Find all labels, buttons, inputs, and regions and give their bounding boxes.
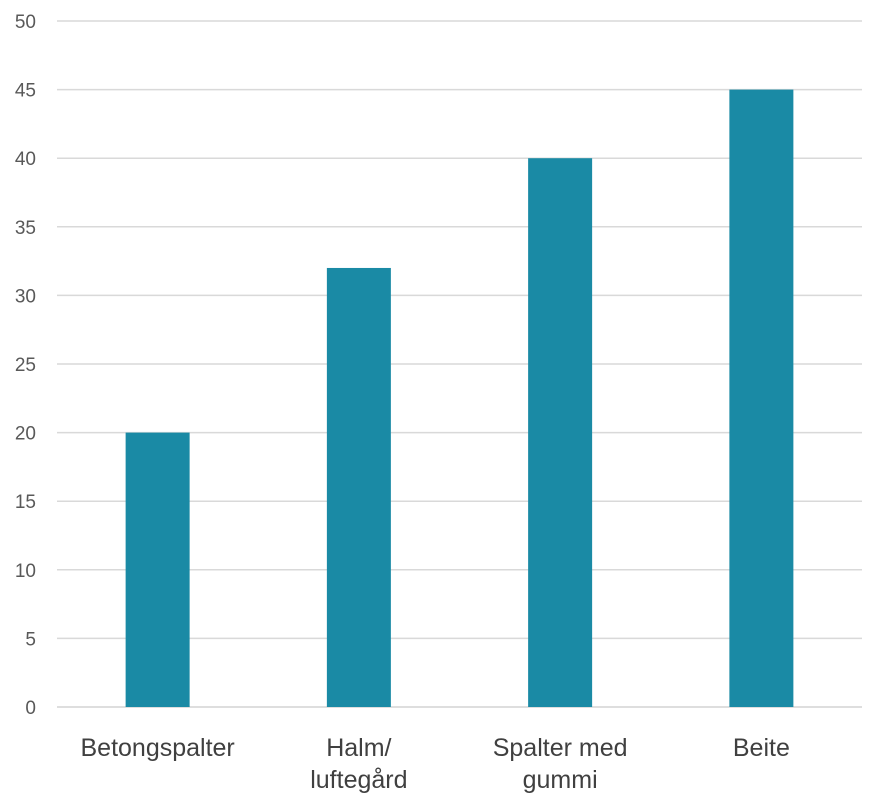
x-axis-ticks: Betongspalter Halm/luftegård Spalter med gu… xyxy=(80,734,789,794)
bar-0 xyxy=(125,432,190,707)
y-tick-label: 15 xyxy=(15,492,36,513)
y-tick-label: 5 xyxy=(25,629,36,650)
y-tick-label: 35 xyxy=(15,218,36,239)
x-tick-label-line: gummi xyxy=(523,766,598,794)
y-tick-label: 45 xyxy=(15,81,36,102)
x-tick-label: Halm/luftegård xyxy=(310,734,407,794)
x-tick-label: Spalter med gummi xyxy=(493,734,628,794)
x-tick-label: Beite xyxy=(733,734,790,762)
bar-1 xyxy=(326,267,391,707)
x-tick-label-line: Betongspalter xyxy=(80,734,234,762)
y-axis-ticks: 0 5 10 15 20 25 30 35 40 45 50 xyxy=(15,12,36,719)
bars xyxy=(125,89,794,708)
y-tick-label: 25 xyxy=(15,355,36,376)
x-tick-label-line: Beite xyxy=(733,734,790,762)
bar-3 xyxy=(729,89,794,708)
y-tick-label: 10 xyxy=(15,561,36,582)
y-tick-label: 40 xyxy=(15,149,36,170)
y-tick-label: 0 xyxy=(25,698,36,719)
y-tick-label: 30 xyxy=(15,286,36,307)
y-tick-label: 20 xyxy=(15,424,36,445)
bar-2 xyxy=(528,158,593,707)
x-tick-label-line: Halm/ xyxy=(326,734,391,762)
gridlines xyxy=(57,20,862,708)
y-tick-label: 50 xyxy=(15,12,36,33)
x-tick-label-line: luftegård xyxy=(310,766,407,794)
x-tick-label: Betongspalter xyxy=(80,734,234,762)
x-tick-label-line: Spalter med xyxy=(493,734,628,762)
